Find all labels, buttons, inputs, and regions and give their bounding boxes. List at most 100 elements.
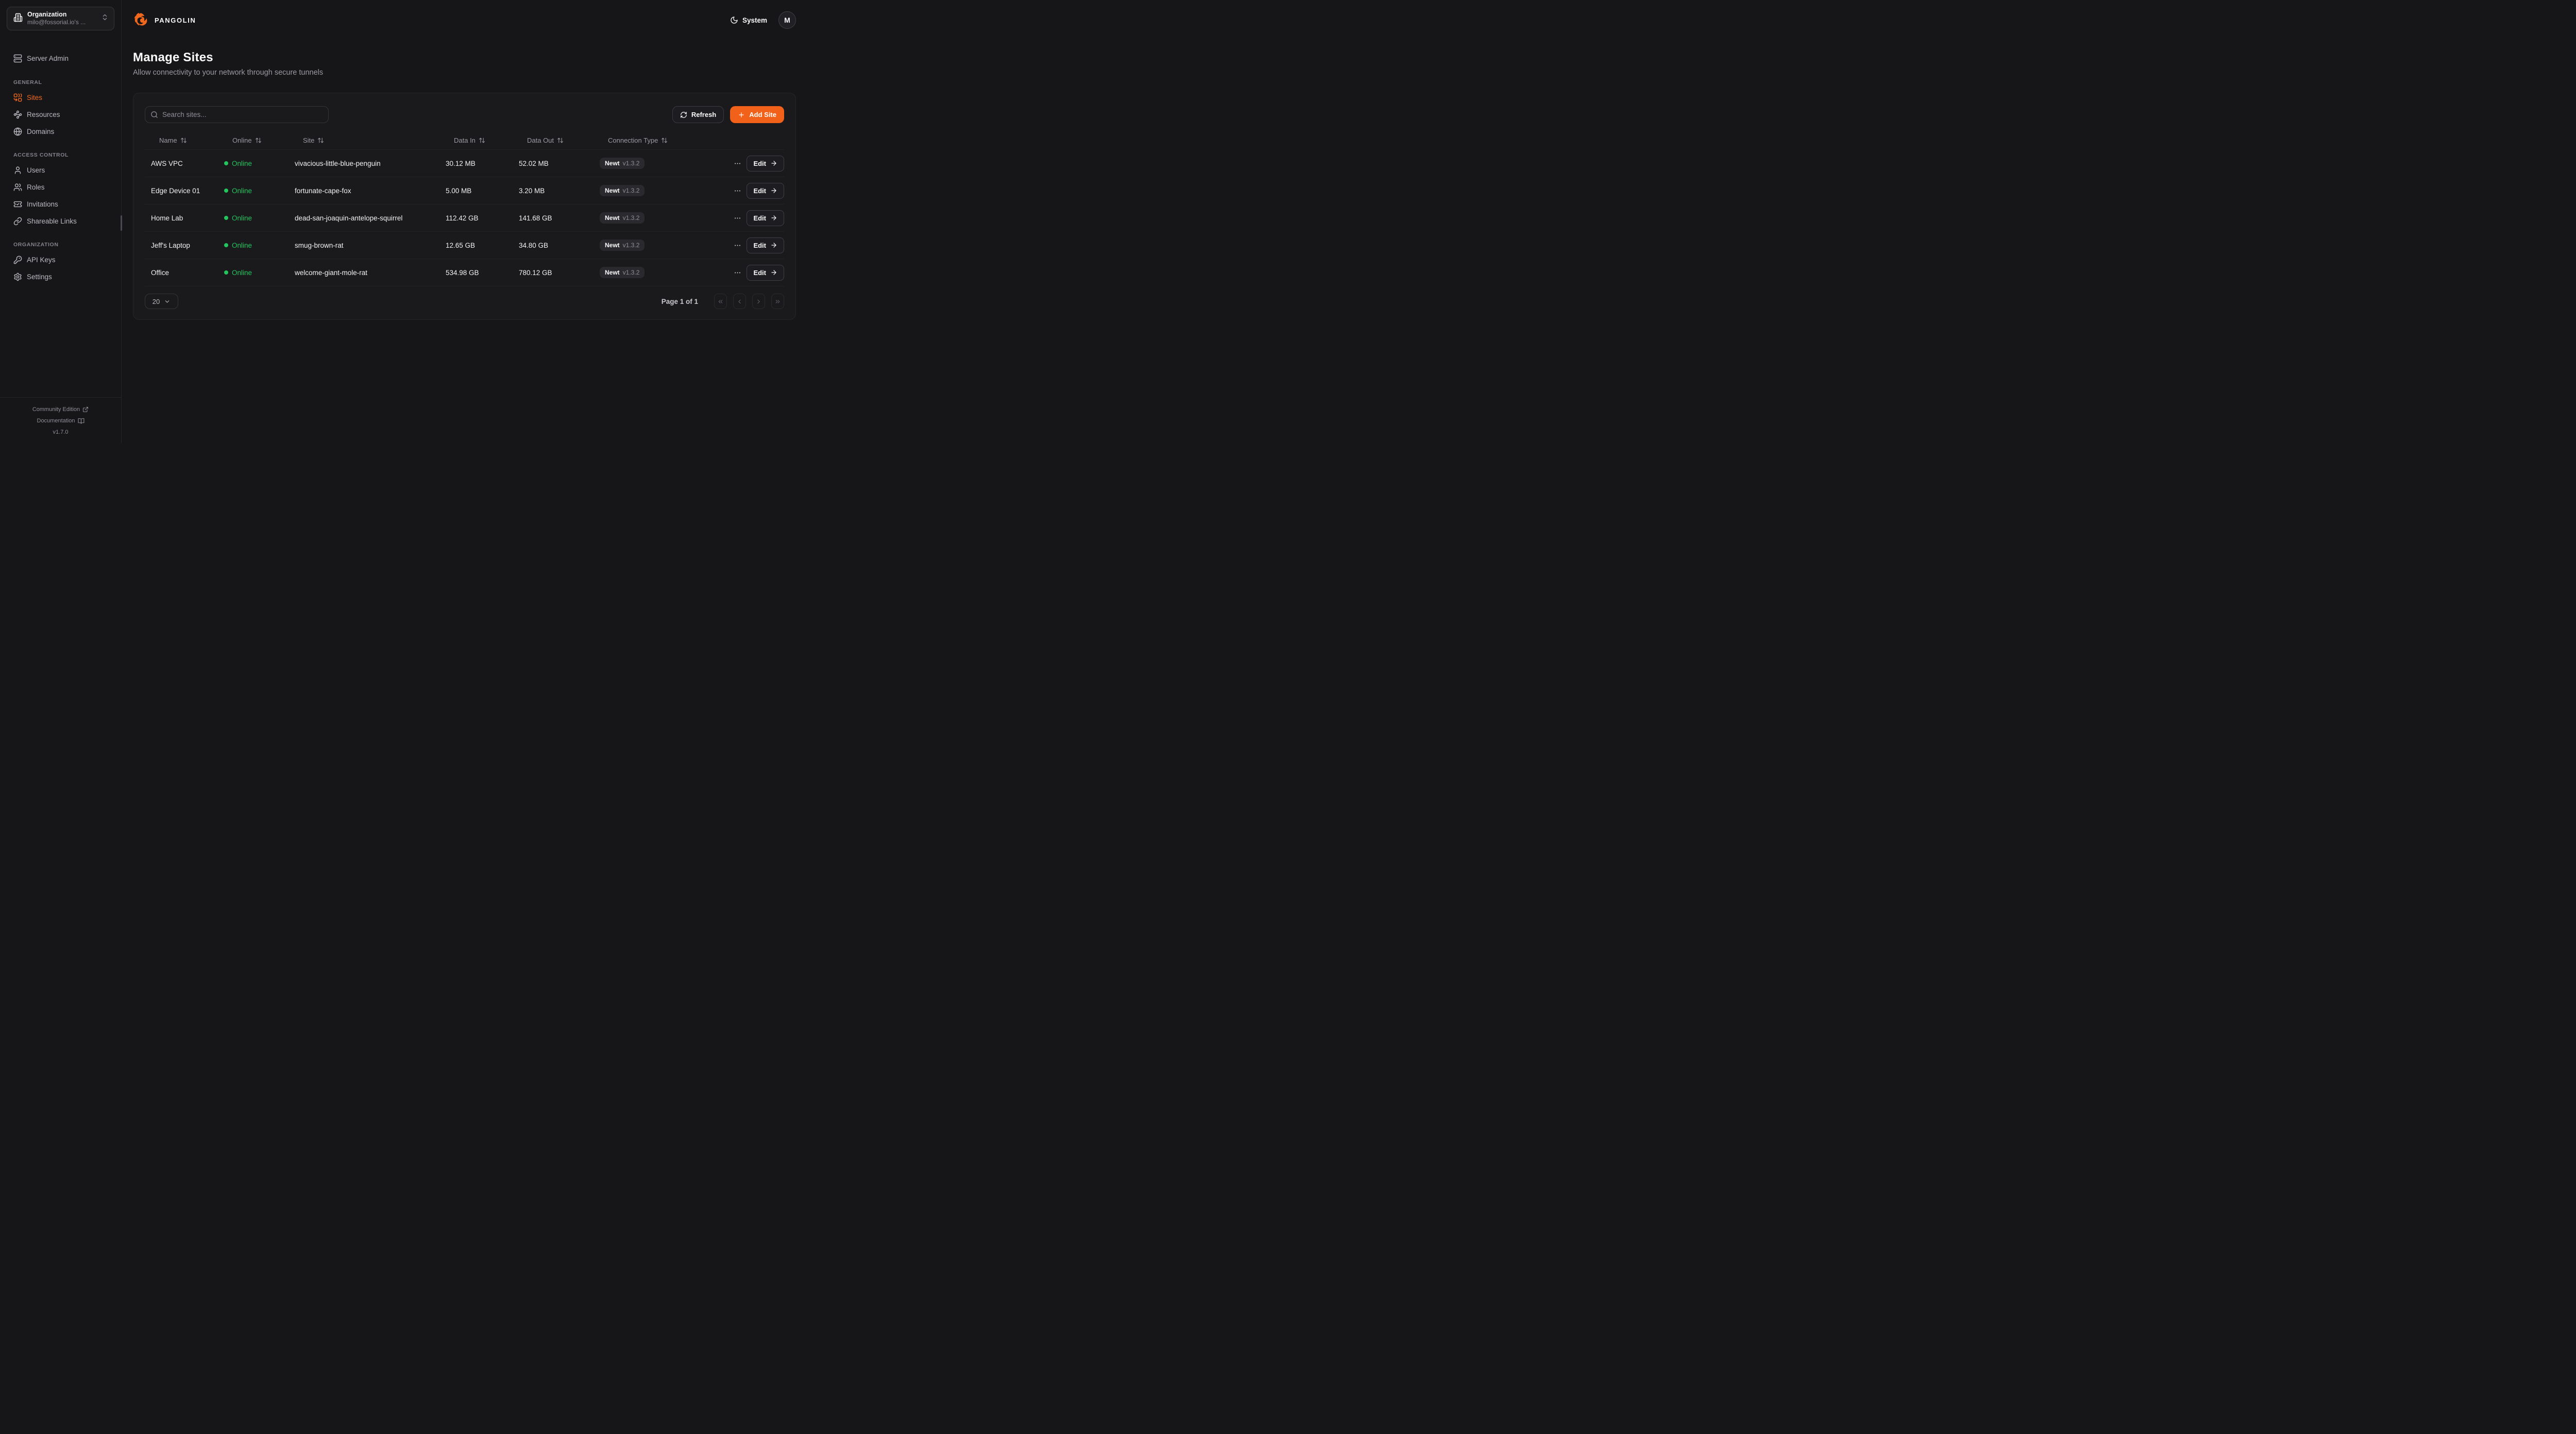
- arrow-right-icon: [771, 270, 776, 275]
- edit-button[interactable]: Edit: [747, 182, 784, 199]
- chevron-down-icon: [165, 300, 170, 303]
- site-name-cell: Jeff's Laptop: [151, 241, 190, 249]
- sidebar-item-roles[interactable]: Roles: [7, 179, 114, 196]
- sidebar-item-sites[interactable]: Sites: [7, 89, 114, 106]
- row-actions-menu-button[interactable]: [734, 160, 741, 167]
- sidebar-item-label: Invitations: [27, 200, 58, 208]
- sidebar-item-label: Users: [27, 166, 45, 174]
- edit-button[interactable]: Edit: [747, 264, 784, 281]
- section-heading-access-control: ACCESS CONTROL: [13, 152, 69, 158]
- table-row: AWS VPC Online vivacious-little-blue-pen…: [145, 149, 784, 177]
- data-in-cell: 112.42 GB: [446, 214, 479, 222]
- sidebar-item-users[interactable]: Users: [7, 162, 114, 179]
- org-selector[interactable]: Organization milo@fossorial.io's ...: [7, 7, 114, 30]
- status-cell: Online: [224, 160, 295, 167]
- community-edition-link[interactable]: Community Edition: [0, 404, 121, 415]
- sidebar-item-label: Resources: [27, 111, 60, 118]
- sites-table: Name Online Site Data In: [145, 131, 784, 286]
- page-title: Manage Sites: [133, 50, 213, 64]
- refresh-button[interactable]: Refresh: [672, 106, 724, 123]
- ellipsis-icon: [735, 163, 740, 164]
- online-dot: [224, 243, 228, 247]
- gear-icon: [14, 272, 22, 281]
- sidebar: Organization milo@fossorial.io's ... Ser…: [0, 0, 122, 443]
- data-out-cell: 34.80 GB: [519, 241, 549, 249]
- data-out-cell: 52.02 MB: [519, 159, 549, 167]
- row-actions-menu-button[interactable]: [734, 187, 741, 195]
- edit-button[interactable]: Edit: [747, 210, 784, 226]
- globe-icon: [13, 127, 22, 136]
- sidebar-item-label: Roles: [27, 183, 45, 191]
- sidebar-item-settings[interactable]: Settings: [7, 268, 114, 285]
- column-header-data-in[interactable]: Data In: [446, 136, 519, 144]
- sort-icon: [662, 138, 668, 143]
- column-header-data-out[interactable]: Data Out: [519, 136, 600, 144]
- status-cell: Online: [224, 269, 295, 277]
- org-selector-label: Organization: [27, 10, 67, 18]
- ellipsis-icon: [735, 245, 740, 246]
- search-input[interactable]: [162, 111, 323, 118]
- refresh-icon: [681, 111, 687, 118]
- chevron-right-icon: [757, 299, 760, 303]
- sidebar-item-label: Server Admin: [27, 55, 69, 62]
- column-header-name[interactable]: Name: [151, 136, 224, 144]
- chevron-left-icon: [738, 299, 741, 303]
- edit-button[interactable]: Edit: [747, 237, 784, 253]
- brand-name: PANGOLIN: [155, 16, 196, 24]
- table-row: Jeff's Laptop Online smug-brown-rat 12.6…: [145, 231, 784, 259]
- add-site-button[interactable]: Add Site: [730, 106, 784, 123]
- arrow-right-icon: [771, 215, 776, 220]
- online-dot: [224, 189, 228, 193]
- column-header-online[interactable]: Online: [224, 136, 295, 144]
- org-selector-value: milo@fossorial.io's ...: [27, 19, 86, 26]
- waypoints-icon: [13, 110, 22, 119]
- ticket-check-icon: [13, 201, 22, 208]
- connection-type-badge: Newt v1.3.2: [600, 267, 645, 278]
- site-name-cell: AWS VPC: [151, 159, 183, 167]
- edit-button[interactable]: Edit: [747, 155, 784, 172]
- status-cell: Online: [224, 242, 295, 249]
- ellipsis-icon: [735, 217, 740, 218]
- page-size-select[interactable]: 20: [145, 294, 178, 309]
- next-page-button[interactable]: [752, 294, 765, 309]
- online-dot: [224, 270, 228, 275]
- row-actions-menu-button[interactable]: [734, 242, 741, 249]
- column-header-site[interactable]: Site: [295, 136, 446, 144]
- sidebar-item-domains[interactable]: Domains: [7, 123, 114, 140]
- previous-page-button[interactable]: [733, 294, 746, 309]
- status-cell: Online: [224, 187, 295, 195]
- data-out-cell: 141.68 GB: [519, 214, 552, 222]
- row-actions-menu-button[interactable]: [734, 269, 741, 277]
- data-in-cell: 5.00 MB: [446, 186, 472, 195]
- data-in-cell: 534.98 GB: [446, 268, 479, 277]
- last-page-button[interactable]: [771, 294, 784, 309]
- ellipsis-icon: [735, 272, 740, 273]
- arrow-right-icon: [771, 188, 776, 193]
- sidebar-item-invitations[interactable]: Invitations: [7, 196, 114, 213]
- sidebar-resize-handle[interactable]: [121, 215, 122, 231]
- app-root: Organization milo@fossorial.io's ... Ser…: [0, 0, 808, 443]
- sort-icon: [557, 138, 563, 143]
- documentation-link[interactable]: Documentation: [0, 415, 121, 426]
- sidebar-item-server-admin[interactable]: Server Admin: [7, 50, 114, 67]
- sidebar-item-label: Domains: [27, 128, 55, 135]
- plus-icon: [739, 112, 744, 117]
- user-icon: [14, 166, 21, 174]
- sidebar-item-shareable-links[interactable]: Shareable Links: [7, 213, 114, 230]
- chevrons-up-down-icon: [101, 13, 109, 24]
- column-header-connection-type[interactable]: Connection Type: [600, 136, 726, 144]
- sidebar-item-resources[interactable]: Resources: [7, 106, 114, 123]
- sidebar-item-label: Sites: [27, 94, 43, 101]
- main-content: PANGOLIN System M Manage Sites Allow con…: [122, 0, 808, 443]
- first-page-button[interactable]: [714, 294, 727, 309]
- sort-icon: [255, 138, 261, 143]
- data-in-cell: 12.65 GB: [446, 241, 476, 249]
- table-row: Edge Device 01 Online fortunate-cape-fox…: [145, 177, 784, 204]
- theme-toggle[interactable]: System: [730, 16, 767, 24]
- row-actions-menu-button[interactable]: [734, 214, 741, 222]
- search-box: [145, 106, 329, 123]
- status-cell: Online: [224, 214, 295, 222]
- book-open-icon: [78, 418, 84, 424]
- user-avatar[interactable]: M: [778, 11, 796, 29]
- sidebar-item-api-keys[interactable]: API Keys: [7, 251, 114, 268]
